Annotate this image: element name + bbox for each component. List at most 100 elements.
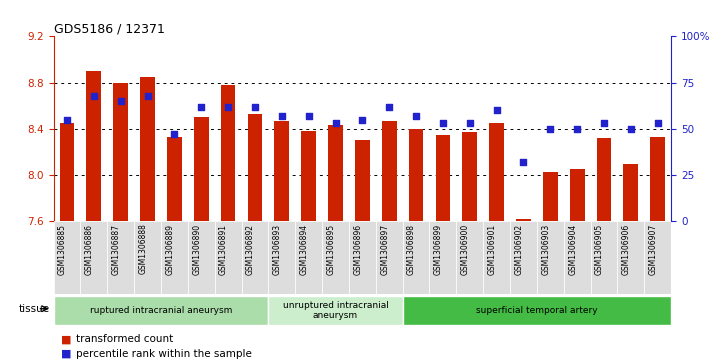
Text: GSM1306902: GSM1306902 (515, 224, 523, 275)
Bar (167, 137, 182, 221)
Bar (86, 71, 101, 221)
Bar (107, 221, 134, 294)
Point (169, 131, 180, 137)
Bar (54, 221, 81, 294)
Text: GSM1306893: GSM1306893 (273, 224, 282, 275)
Point (61, 117, 73, 122)
Bar (134, 221, 161, 294)
Point (303, 113, 314, 119)
Point (330, 121, 341, 126)
Point (625, 126, 637, 132)
Text: ruptured intracranial aneurysm: ruptured intracranial aneurysm (90, 306, 232, 315)
Bar (248, 114, 262, 221)
Point (518, 159, 529, 165)
Bar (274, 121, 289, 221)
Bar (597, 138, 611, 221)
Bar (570, 170, 585, 221)
Bar (161, 221, 188, 294)
Bar (215, 221, 241, 294)
Bar (543, 172, 558, 221)
Point (464, 121, 476, 126)
Text: GSM1306906: GSM1306906 (622, 224, 631, 275)
Bar (322, 221, 349, 294)
Text: GSM1306901: GSM1306901 (488, 224, 497, 275)
Text: GSM1306897: GSM1306897 (381, 224, 389, 275)
Text: GSM1306898: GSM1306898 (407, 224, 416, 274)
Point (598, 121, 610, 126)
Bar (516, 219, 531, 221)
Bar (81, 221, 107, 294)
Bar (295, 221, 322, 294)
Text: unruptured intracranial
aneurysm: unruptured intracranial aneurysm (283, 301, 388, 320)
Text: tissue: tissue (19, 304, 50, 314)
Text: GSM1306889: GSM1306889 (166, 224, 174, 274)
Text: GSM1306887: GSM1306887 (111, 224, 121, 274)
Point (88, 93, 99, 98)
Bar (194, 117, 208, 221)
Text: percentile rank within the sample: percentile rank within the sample (76, 349, 252, 359)
Text: GSM1306903: GSM1306903 (541, 224, 550, 275)
Bar (537, 221, 564, 294)
Bar (564, 221, 590, 294)
Bar (59, 123, 74, 221)
Text: GSM1306891: GSM1306891 (219, 224, 228, 274)
Point (545, 126, 556, 132)
Bar (382, 121, 396, 221)
Text: GSM1306886: GSM1306886 (85, 224, 94, 274)
Point (437, 121, 448, 126)
Bar (489, 123, 504, 221)
Bar (430, 221, 456, 294)
Text: GSM1306895: GSM1306895 (326, 224, 336, 275)
Text: GSM1306900: GSM1306900 (461, 224, 470, 275)
Bar (114, 82, 128, 221)
Text: GSM1306888: GSM1306888 (139, 224, 148, 274)
Bar (221, 85, 236, 221)
Bar (328, 125, 343, 221)
Text: GSM1306899: GSM1306899 (434, 224, 443, 275)
Text: GSM1306907: GSM1306907 (649, 224, 658, 275)
Text: GSM1306892: GSM1306892 (246, 224, 255, 274)
Bar (623, 164, 638, 221)
Bar (301, 131, 316, 221)
Text: GSM1306885: GSM1306885 (58, 224, 67, 274)
Text: superficial temporal artery: superficial temporal artery (476, 306, 598, 315)
Bar (403, 221, 430, 294)
Point (115, 98, 126, 104)
Text: ■: ■ (61, 349, 71, 359)
Bar (644, 221, 671, 294)
Bar (188, 221, 215, 294)
Text: GSM1306905: GSM1306905 (595, 224, 604, 275)
Bar (510, 221, 537, 294)
Bar (483, 221, 510, 294)
Point (383, 104, 395, 110)
Point (142, 93, 154, 98)
Point (491, 107, 503, 113)
Point (276, 113, 288, 119)
Point (411, 113, 422, 119)
Bar (355, 140, 370, 221)
Point (249, 104, 261, 110)
Bar (241, 221, 268, 294)
Bar (268, 221, 295, 294)
Point (652, 121, 663, 126)
Text: transformed count: transformed count (76, 334, 174, 344)
Bar (456, 221, 483, 294)
Point (222, 104, 233, 110)
Point (357, 117, 368, 122)
Bar (590, 221, 618, 294)
Bar (403, 295, 671, 325)
Bar (376, 221, 403, 294)
Text: GSM1306896: GSM1306896 (353, 224, 363, 275)
Text: GSM1306904: GSM1306904 (568, 224, 577, 275)
Text: ■: ■ (61, 334, 71, 344)
Bar (140, 77, 155, 221)
Point (196, 104, 207, 110)
Bar (268, 295, 403, 325)
Bar (436, 135, 451, 221)
Bar (349, 221, 376, 294)
Text: GSM1306890: GSM1306890 (192, 224, 201, 275)
Text: GDS5186 / 12371: GDS5186 / 12371 (54, 22, 164, 35)
Bar (463, 132, 477, 221)
Text: GSM1306894: GSM1306894 (300, 224, 308, 275)
Point (571, 126, 583, 132)
